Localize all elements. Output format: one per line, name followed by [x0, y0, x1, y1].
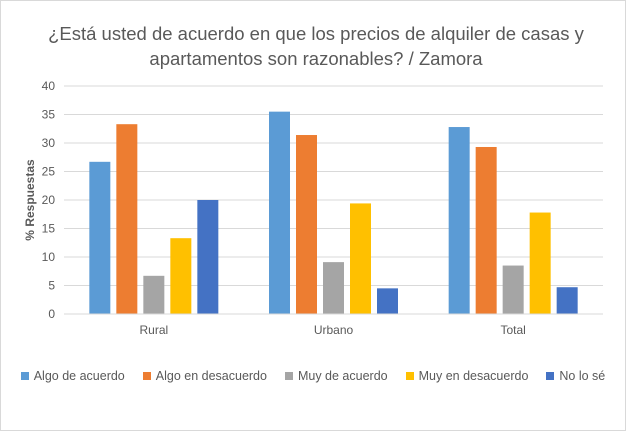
- bar: [377, 288, 398, 314]
- legend-item: Algo en desacuerdo: [142, 369, 267, 383]
- legend-swatch: [284, 372, 293, 380]
- legend-item: Muy en desacuerdo: [405, 369, 529, 383]
- y-tick-label: 25: [42, 165, 56, 179]
- x-category-label: Total: [500, 323, 525, 337]
- legend-label: Muy en desacuerdo: [418, 369, 529, 383]
- legend-swatch: [405, 372, 414, 380]
- y-tick-label: 20: [42, 193, 56, 207]
- y-tick-label: 30: [42, 136, 56, 150]
- bar: [170, 238, 192, 314]
- legend-item: Muy de acuerdo: [284, 369, 388, 383]
- legend-item: No lo sé: [546, 369, 605, 383]
- x-category-label: Urbano: [314, 323, 354, 337]
- bar: [116, 124, 138, 314]
- bar: [197, 200, 219, 314]
- chart-title-line-1: ¿Está usted de acuerdo en que los precio…: [48, 23, 584, 44]
- y-tick-label: 15: [42, 222, 56, 236]
- bar: [556, 287, 578, 314]
- chart-title-line-2: apartamentos son razonables? / Zamora: [149, 48, 483, 69]
- y-tick-label: 10: [42, 250, 56, 264]
- legend-swatch: [546, 372, 555, 380]
- legend-swatch: [142, 372, 151, 380]
- legend-swatch: [20, 372, 29, 380]
- bar: [502, 265, 524, 314]
- x-category-label: Rural: [139, 323, 168, 337]
- y-tick-label: 40: [42, 79, 56, 93]
- bar: [350, 203, 371, 314]
- y-tick-label: 5: [48, 279, 55, 293]
- chart-title: ¿Está usted de acuerdo en que los precio…: [41, 21, 591, 71]
- y-axis-title: % Respuestas: [23, 159, 37, 241]
- bar: [448, 127, 470, 314]
- legend-item: Algo de acuerdo: [20, 369, 125, 383]
- legend-label: Muy de acuerdo: [297, 369, 388, 383]
- bar: [529, 212, 551, 314]
- y-tick-label: 0: [48, 307, 55, 321]
- bar: [475, 146, 497, 314]
- bar: [296, 135, 317, 314]
- chart-legend: Algo de acuerdo Algo en desacuerdo Muy de …: [1, 369, 625, 383]
- legend-label: Algo en desacuerdo: [155, 369, 267, 383]
- bar: [143, 275, 165, 314]
- bar: [89, 161, 111, 314]
- bar: [269, 111, 290, 315]
- legend-label: No lo sé: [559, 369, 606, 383]
- legend-label: Algo de acuerdo: [33, 369, 125, 383]
- bar: [323, 262, 344, 314]
- y-tick-label: 35: [42, 108, 56, 122]
